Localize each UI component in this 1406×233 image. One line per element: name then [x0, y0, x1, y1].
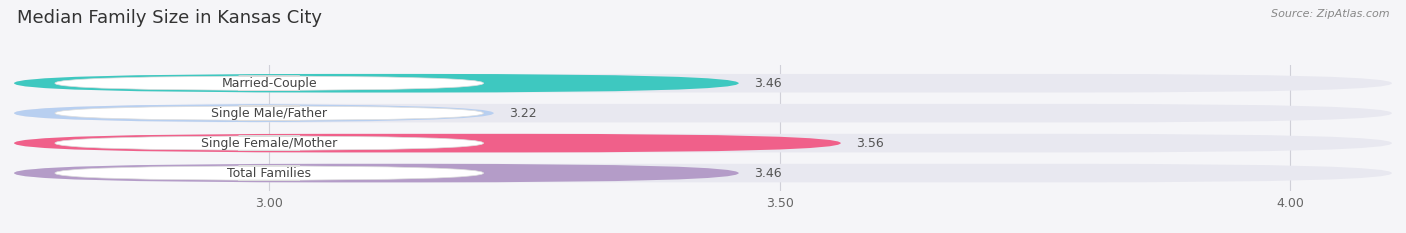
Text: Median Family Size in Kansas City: Median Family Size in Kansas City	[17, 9, 322, 27]
FancyBboxPatch shape	[14, 74, 1392, 93]
Text: Source: ZipAtlas.com: Source: ZipAtlas.com	[1271, 9, 1389, 19]
Text: 3.56: 3.56	[856, 137, 884, 150]
FancyBboxPatch shape	[55, 136, 484, 150]
FancyBboxPatch shape	[14, 134, 841, 152]
Text: Single Female/Mother: Single Female/Mother	[201, 137, 337, 150]
Text: Single Male/Father: Single Male/Father	[211, 107, 328, 120]
FancyBboxPatch shape	[14, 104, 1392, 123]
FancyBboxPatch shape	[55, 166, 484, 180]
FancyBboxPatch shape	[14, 74, 738, 93]
Text: 3.46: 3.46	[754, 167, 782, 180]
FancyBboxPatch shape	[14, 134, 1392, 152]
FancyBboxPatch shape	[55, 76, 484, 90]
Text: Total Families: Total Families	[228, 167, 311, 180]
FancyBboxPatch shape	[14, 164, 1392, 182]
Text: 3.22: 3.22	[509, 107, 537, 120]
FancyBboxPatch shape	[55, 106, 484, 120]
Text: 3.46: 3.46	[754, 77, 782, 90]
FancyBboxPatch shape	[14, 164, 738, 182]
Text: Married-Couple: Married-Couple	[221, 77, 316, 90]
FancyBboxPatch shape	[14, 104, 494, 123]
